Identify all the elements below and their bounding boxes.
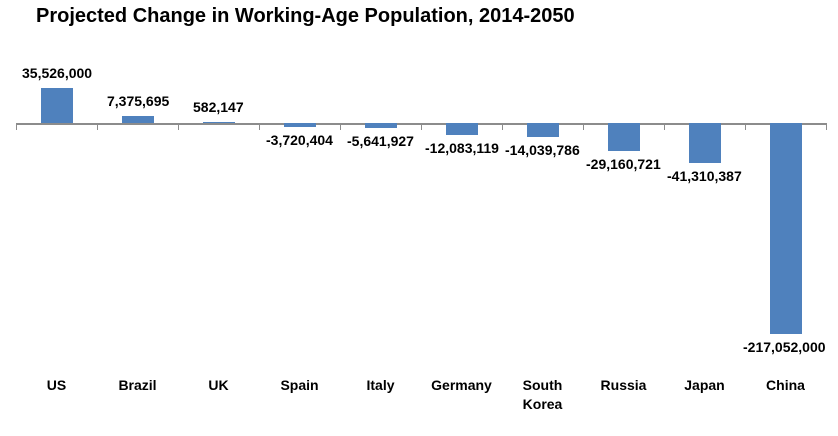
value-label: -14,039,786 [505,141,580,158]
axis-tick [826,123,827,130]
chart-title: Projected Change in Working-Age Populati… [36,5,575,27]
axis-tick [421,123,422,130]
axis-tick [259,123,260,130]
value-label: 35,526,000 [22,65,93,82]
category-label: China [766,377,805,393]
category-label: Spain [280,377,319,393]
axis-tick [97,123,98,130]
bar-us [41,88,73,123]
category-label: Russia [600,377,647,393]
bar-south-korea [527,123,559,137]
axis-tick [745,123,746,130]
category-label: Japan [684,377,725,393]
axis-tick [178,123,179,130]
bar-spain [284,123,316,127]
value-label: -217,052,000 [743,339,826,355]
value-label: -3,720,404 [266,131,333,148]
bar-china [770,123,802,334]
category-label: Brazil [118,377,157,393]
bar-italy [365,123,397,129]
bar-russia [608,123,640,152]
bar-japan [689,123,721,164]
category-label: UK [208,377,229,393]
value-label: -5,641,927 [347,133,414,150]
bar-uk [203,122,235,123]
value-label: 7,375,695 [107,92,170,109]
category-label: South Korea [522,377,563,412]
axis-tick [16,123,17,130]
axis-tick [502,123,503,130]
bar-brazil [122,115,154,123]
category-label: Italy [366,377,395,393]
axis-tick [664,123,665,130]
value-label: -12,083,119 [425,139,499,156]
value-label: -41,310,387 [667,168,742,185]
category-label: Germany [431,377,492,393]
bar-germany [446,123,478,135]
category-label: US [46,377,67,393]
value-label: 582,147 [193,99,244,115]
axis-tick [340,123,341,130]
axis-tick [583,123,584,130]
value-label: -29,160,721 [586,156,661,173]
